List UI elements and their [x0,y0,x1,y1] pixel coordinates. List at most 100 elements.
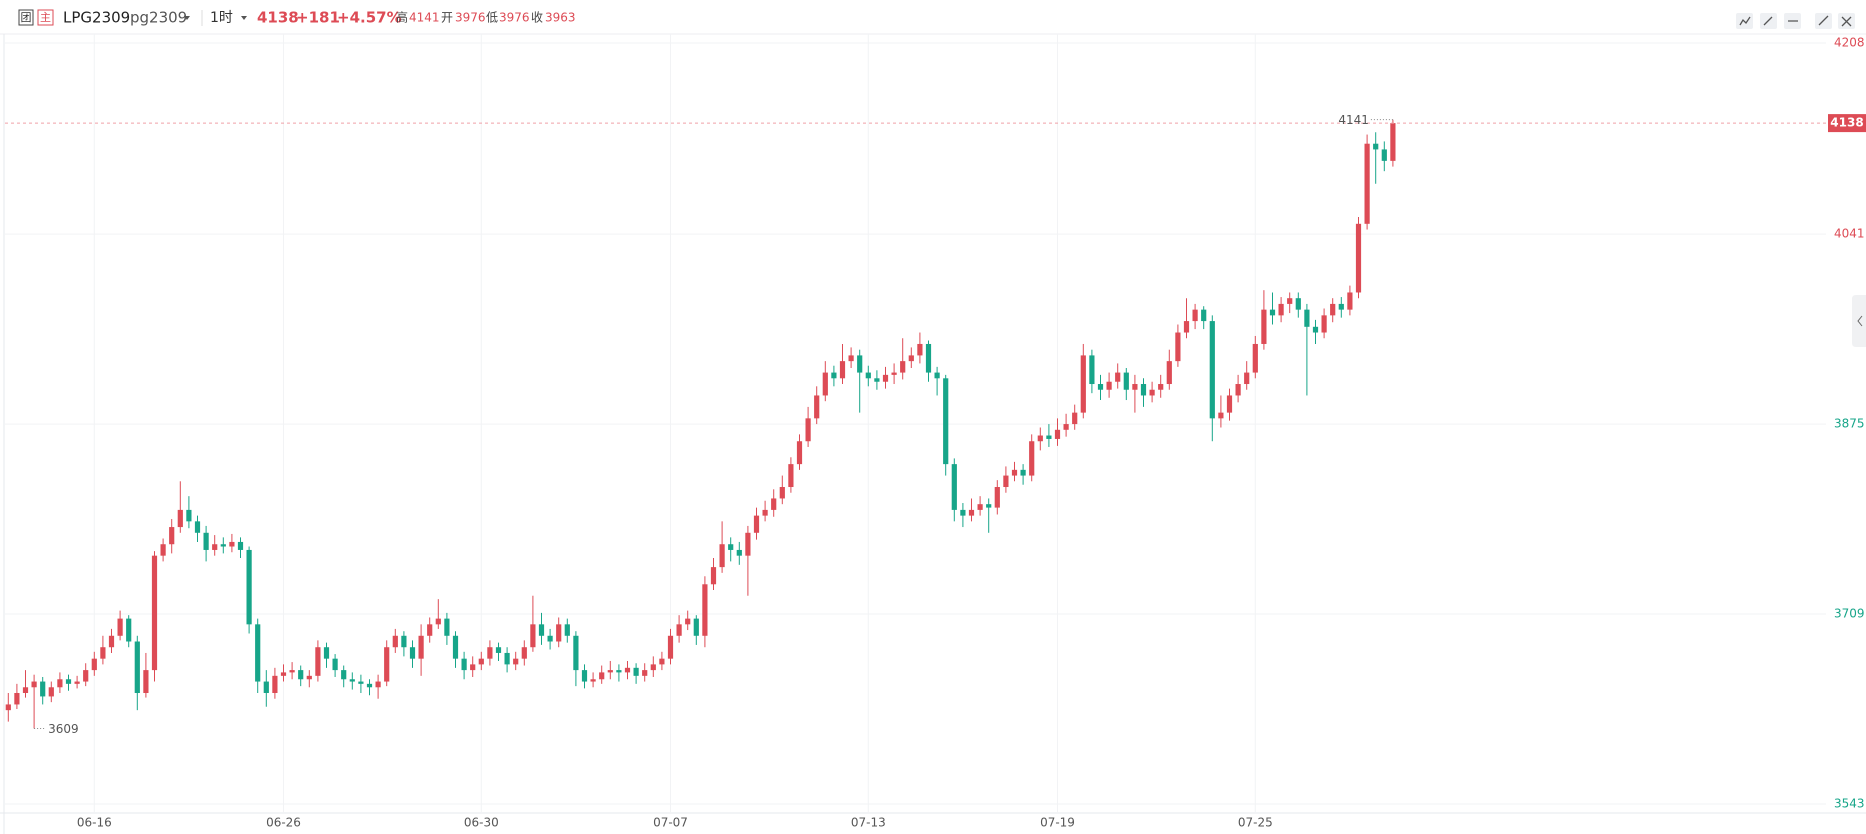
candle-body [409,647,416,659]
candle-body [108,635,115,648]
candle-body [1063,424,1069,430]
candle-body [917,343,923,356]
candle-body [1011,469,1018,476]
candle-body [986,504,992,508]
candle-body [771,498,777,510]
header: 团 主 LPG2309 pg2309 1时 4138 +181 +4.57% 高… [18,9,1855,29]
dropdown-arrow[interactable] [241,16,247,20]
side-tab[interactable] [1852,295,1866,347]
candle-body [1226,395,1233,413]
candle-body [315,647,321,676]
candle-body [676,624,682,636]
candle-body [323,647,330,659]
candle-body [667,635,674,659]
candle-body [633,667,639,676]
candle-body [951,464,957,510]
badge-box [37,9,54,26]
candle-body [934,372,940,379]
candle-body [599,672,605,680]
candle-body [650,664,656,671]
period[interactable]: 1时 [210,10,233,26]
change: +181 [296,9,340,27]
candle-body [1244,372,1250,385]
candle-body [728,544,734,550]
candle-body [100,647,106,659]
candle-body [203,532,209,550]
candle-body [341,670,347,680]
candle-body [418,635,424,659]
y-tick-label: 3875 [1834,417,1865,431]
candle-body [14,692,20,705]
change-pct: +4.57% [337,9,402,27]
candle-body [702,584,708,636]
candle-body [1072,412,1078,425]
candle-body [607,670,613,673]
candle-body [831,372,837,379]
candle-body [1355,223,1362,293]
stat-value: 3976 [499,11,530,25]
candle-body [1020,469,1026,476]
side-tab-icon [1857,315,1863,327]
candle-body [1287,298,1293,304]
x-tick-label: 06-30 [464,816,499,830]
candle-body [487,647,493,659]
candle-body [117,618,123,636]
tool-icon [1739,15,1852,27]
stat-value: 4141 [409,11,440,25]
candle-body [1252,343,1258,373]
candle-body [960,509,966,516]
candle-body [1201,309,1207,322]
candle-body [83,670,89,682]
candle-body [263,681,269,693]
candle-body [1338,303,1344,310]
x-tick-label: 07-07 [653,816,688,830]
badge-box [18,9,34,26]
candle-body [581,670,588,682]
candle-body [212,544,218,550]
candle-body [814,395,820,419]
x-tick-label: 07-19 [1040,816,1075,830]
low-marker-label: 3609 [48,722,79,736]
candle-body [1390,123,1396,161]
candle-body [943,378,949,465]
candle-body [1097,384,1104,390]
candle-body [1175,332,1181,362]
candle-body [306,675,312,680]
candle-body [48,687,54,697]
candle-body [530,624,536,648]
candle-body [1304,309,1310,327]
candle-body [289,670,295,673]
candle-body [1364,143,1370,224]
candle-body [642,670,648,676]
candle-body [556,624,562,642]
dropdown-arrow[interactable] [184,16,190,20]
candle-body [1312,326,1319,333]
candle-body [762,509,768,516]
candle-body [1166,361,1172,385]
candle-body [1347,292,1353,310]
candle-body [736,549,742,556]
candle-body [1140,384,1147,396]
candle-body [1295,298,1301,310]
candle-body [805,418,811,442]
candle-body [401,635,407,648]
candle-body [134,641,140,693]
candle-body [1089,355,1095,385]
x-tick-label: 07-13 [851,816,886,830]
candle-body [513,658,519,665]
last-price-label: 4138 [1830,116,1863,130]
candle-body [796,441,803,465]
candle-body [1054,429,1061,439]
candle-body [5,704,11,711]
candle-body [1029,441,1035,476]
candle-body [891,372,897,375]
x-tick-label: 06-16 [77,816,112,830]
candle-body [126,618,132,642]
candle-body [719,544,725,568]
candle-body [504,652,510,665]
stat-value: 3963 [545,11,576,25]
candle-body [31,681,37,688]
candle-body [1106,381,1112,390]
